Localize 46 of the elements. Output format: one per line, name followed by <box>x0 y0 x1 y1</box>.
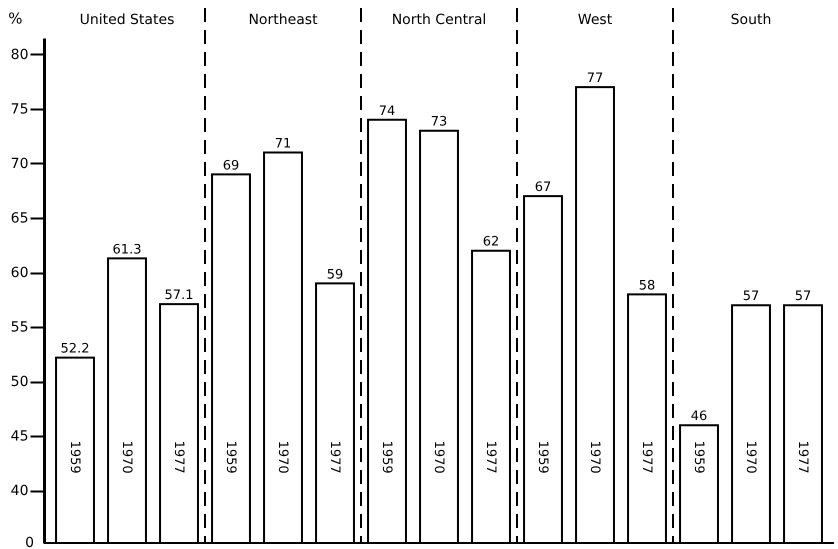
data-label: 61.3 <box>112 242 142 258</box>
data-label: 62 <box>482 234 500 250</box>
y-tick-label: 75 <box>10 101 28 118</box>
text: South <box>730 12 772 28</box>
y-tick-label: 40 <box>10 483 28 500</box>
y-tick-label: 65 <box>10 210 28 226</box>
y-tick-label: 45 <box>10 428 28 445</box>
y-axis-title: % <box>8 10 22 28</box>
data-label: 74 <box>378 104 396 119</box>
data-label: 57 <box>794 289 812 304</box>
data-label: 57 <box>742 289 760 304</box>
y-tick-label: 80 <box>10 46 28 63</box>
data-label: 67 <box>534 180 552 196</box>
x-tick-label: 1959 <box>691 440 706 474</box>
x-tick-label: 1977 <box>795 440 810 474</box>
y-tick-label: 55 <box>10 320 28 336</box>
y-tick-label: 70 <box>10 156 28 172</box>
data-label: 73 <box>430 114 448 130</box>
x-tick-label: 1970 <box>587 440 602 474</box>
x-tick-label: 1959 <box>67 440 82 474</box>
data-label: 59 <box>326 267 344 282</box>
text: 0 <box>25 535 34 549</box>
data-label: 77 <box>586 71 604 86</box>
x-tick-label: 1970 <box>743 440 758 474</box>
x-tick-label: 1970 <box>431 440 446 474</box>
text: United States <box>80 12 174 28</box>
x-tick-label: 1959 <box>223 440 238 474</box>
text: North Central <box>392 12 486 28</box>
data-label: 69 <box>222 158 240 174</box>
data-label: 46 <box>690 409 708 424</box>
data-label: 71 <box>274 136 292 152</box>
text: Northeast <box>248 12 318 28</box>
x-tick-label: 1959 <box>379 440 394 474</box>
text: West <box>578 12 613 28</box>
data-label: 57.1 <box>164 288 194 304</box>
x-tick-label: 1977 <box>171 440 186 474</box>
x-tick-label: 1977 <box>639 440 654 474</box>
x-tick-label: 1977 <box>327 440 342 474</box>
x-tick-label: 1970 <box>119 440 134 474</box>
data-label: 52.2 <box>60 342 90 357</box>
x-tick-label: 1959 <box>535 440 550 474</box>
data-label: 58 <box>638 278 656 294</box>
x-tick-label: 1977 <box>483 440 498 474</box>
y-tick-label: 60 <box>10 265 28 282</box>
y-tick-label: 50 <box>10 374 28 390</box>
x-tick-label: 1970 <box>275 440 290 474</box>
